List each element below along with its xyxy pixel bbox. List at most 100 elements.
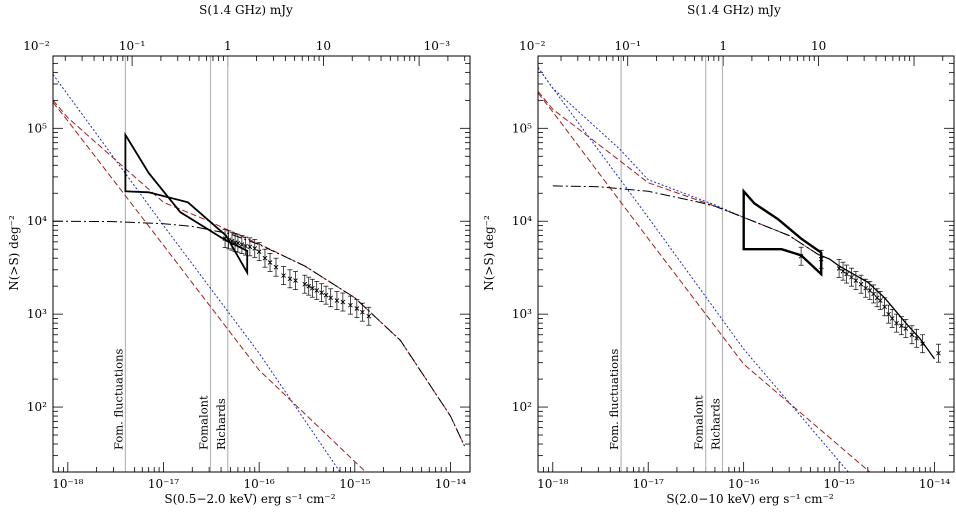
left-data-point (309, 278, 315, 298)
right-data-point (935, 343, 941, 363)
left-model-curve (52, 220, 465, 447)
left-data-point (334, 291, 340, 310)
right-top-tick-label: 10⁻¹ (615, 39, 641, 53)
right-y-tick-label: 10³ (512, 307, 532, 321)
left-panel: S(1.4 GHz) mJy S(0.5−2.0 keV) erg s⁻¹ cm… (7, 3, 471, 506)
left-reference-line-label: Richards (214, 398, 228, 450)
right-data-point (840, 261, 846, 281)
left-data-point (281, 266, 287, 285)
right-model-curve (817, 253, 936, 360)
left-data-point (273, 257, 279, 277)
left-reference-lines: Fom. fluctuations Fomalont Richards (111, 56, 229, 472)
right-constraint-polygon (742, 188, 823, 277)
left-data-points (222, 229, 372, 326)
left-data-point (252, 239, 258, 258)
right-data-point (889, 309, 895, 328)
left-data-point (239, 235, 245, 254)
right-reference-line-label: Richards (708, 398, 722, 450)
right-model-curve (552, 185, 819, 255)
right-data-point (867, 281, 873, 300)
right-data-point (898, 316, 904, 336)
right-data-point (858, 274, 864, 294)
left-constraint-polygon (124, 131, 249, 276)
right-data-point (914, 328, 920, 348)
left-data-point (314, 281, 320, 300)
right-top-axis-label: S(1.4 GHz) mJy (687, 3, 781, 17)
right-y-tick-label: 10⁵ (512, 121, 532, 135)
left-data-point (340, 292, 346, 312)
left-top-axis-label: S(1.4 GHz) mJy (199, 3, 293, 17)
right-data-point (863, 278, 869, 298)
left-ticks: 10⁻¹⁸ 10⁻¹⁷ 10⁻¹⁶ 10⁻¹⁵ 10⁻¹⁴ 10⁻³ 10⁻² 10⁻¹ 1 10… (23, 39, 470, 491)
right-data-point (844, 264, 850, 284)
left-model-curve (52, 102, 367, 473)
right-x-tick-label: 10⁻¹⁷ (633, 477, 664, 491)
right-data-point (886, 304, 892, 324)
right-data-points (798, 246, 941, 363)
left-data-point (287, 269, 293, 289)
right-x-tick-label: 10⁻¹⁶ (728, 477, 759, 491)
right-data-point (909, 325, 915, 345)
right-top-tick-label: 10⁻³ (424, 39, 451, 53)
right-x-tick-label: 10⁻¹⁴ (919, 477, 950, 491)
right-reference-lines: Fom. fluctuations Fomalont Richards (607, 56, 724, 472)
right-reference-line-label: Fom. fluctuations (607, 348, 621, 450)
left-data-point (306, 276, 312, 296)
left-y-tick-label: 10⁵ (27, 121, 47, 135)
right-data-point (877, 291, 883, 310)
right-model-curve (537, 90, 819, 255)
right-model-curve (537, 92, 871, 473)
right-model-curve (537, 67, 849, 473)
left-data-point (293, 271, 299, 290)
left-data-point (319, 283, 325, 303)
left-y-tick-label: 10⁴ (27, 214, 47, 228)
right-reference-line-label: Fomalont (692, 395, 706, 450)
right-data-point (920, 334, 926, 354)
left-data-point (256, 242, 262, 262)
left-data-point (267, 253, 273, 272)
left-constraint-region (124, 131, 249, 276)
left-data-point (262, 248, 268, 268)
left-x-tick-label: 10⁻¹⁶ (244, 477, 275, 491)
right-x-tick-label: 10⁻¹⁵ (823, 477, 854, 491)
right-y-axis-label: N(>S) deg⁻² (482, 215, 496, 291)
left-reference-line-label: Fomalont (196, 395, 210, 450)
right-model-curves (537, 67, 936, 473)
right-top-tick-label: 10⁻² (519, 39, 546, 53)
left-data-point (302, 274, 308, 294)
left-top-tick-label: 10 (316, 39, 331, 53)
left-y-tick-label: 10³ (27, 307, 47, 321)
left-data-point (359, 302, 365, 322)
right-data-point (903, 319, 909, 338)
left-data-point (323, 285, 329, 305)
left-model-curve (52, 74, 341, 473)
left-plot-frame (52, 55, 471, 473)
left-data-point (328, 288, 334, 308)
left-top-tick-label: 1 (224, 39, 232, 53)
right-data-point (853, 271, 859, 290)
left-data-point (247, 237, 253, 257)
left-y-tick-label: 10² (27, 400, 47, 414)
left-top-tick-label: 10⁻¹ (119, 39, 145, 53)
right-data-point (871, 284, 877, 304)
right-data-point (849, 267, 855, 287)
left-x-axis-label: S(0.5−2.0 keV) erg s⁻¹ cm⁻² (164, 492, 335, 506)
right-model-curve (537, 67, 819, 255)
right-x-tick-label: 10⁻¹⁸ (537, 477, 568, 491)
right-top-tick-label: 1 (719, 39, 727, 53)
left-top-tick-label: 10⁻² (23, 39, 50, 53)
right-constraint-region (742, 188, 823, 277)
left-data-point (354, 299, 360, 318)
left-x-tick-label: 10⁻¹⁴ (435, 477, 466, 491)
right-plot-frame (537, 55, 955, 473)
right-y-tick-label: 10⁴ (512, 214, 532, 228)
right-y-tick-label: 10² (512, 400, 532, 414)
right-top-tick-label: 10 (811, 39, 826, 53)
left-x-tick-label: 10⁻¹⁸ (52, 477, 83, 491)
right-panel: S(1.4 GHz) mJy S(2.0−10 keV) erg s⁻¹ cm⁻… (424, 3, 955, 506)
left-reference-line-label: Fom. fluctuations (111, 348, 125, 450)
right-data-point (894, 313, 900, 333)
right-x-axis-label: S(2.0−10 keV) erg s⁻¹ cm⁻² (666, 492, 834, 506)
left-y-axis-label: N(>S) deg⁻² (7, 215, 21, 291)
